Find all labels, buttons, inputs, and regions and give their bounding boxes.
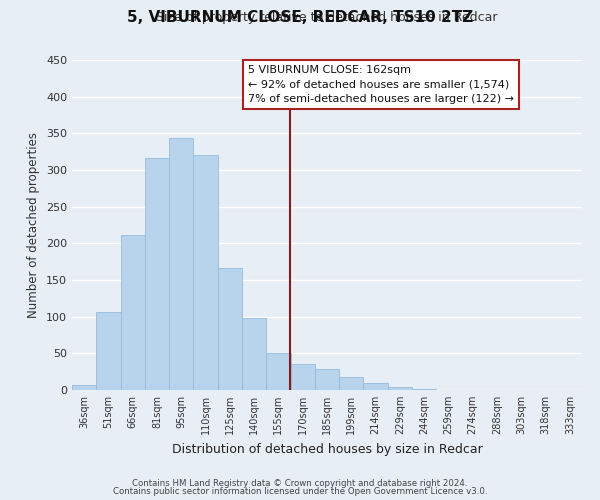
Bar [315,368,339,390]
Bar [242,318,266,390]
Bar [364,384,388,390]
Bar [218,268,242,390]
Text: Contains public sector information licensed under the Open Government Licence v3: Contains public sector information licen… [113,487,487,496]
Bar [169,138,193,390]
Text: Contains HM Land Registry data © Crown copyright and database right 2024.: Contains HM Land Registry data © Crown c… [132,478,468,488]
Bar [193,156,218,390]
Bar [290,364,315,390]
Bar [388,387,412,390]
X-axis label: Distribution of detached houses by size in Redcar: Distribution of detached houses by size … [172,442,482,456]
Text: 5 VIBURNUM CLOSE: 162sqm
← 92% of detached houses are smaller (1,574)
7% of semi: 5 VIBURNUM CLOSE: 162sqm ← 92% of detach… [248,65,514,104]
Bar [266,352,290,390]
Bar [121,236,145,390]
Bar [339,377,364,390]
Bar [72,385,96,390]
Title: Size of property relative to detached houses in Redcar: Size of property relative to detached ho… [156,11,498,24]
Text: 5, VIBURNUM CLOSE, REDCAR, TS10 2TZ: 5, VIBURNUM CLOSE, REDCAR, TS10 2TZ [127,10,473,25]
Y-axis label: Number of detached properties: Number of detached properties [28,132,40,318]
Bar [96,312,121,390]
Bar [145,158,169,390]
